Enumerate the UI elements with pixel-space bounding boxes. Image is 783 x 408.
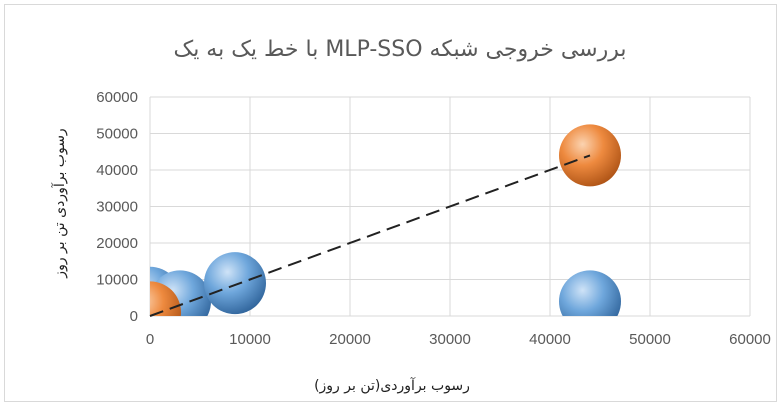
y-tick-label: 20000 — [96, 235, 138, 252]
x-tick-label: 50000 — [629, 331, 671, 348]
y-axis-ticks: 0 10000 20000 30000 40000 50000 60000 — [96, 89, 138, 325]
trendline-layer — [149, 154, 591, 317]
x-axis-ticks: 0 10000 20000 30000 40000 50000 60000 — [146, 331, 771, 348]
x-tick-label: 0 — [146, 331, 154, 348]
y-tick-label: 0 — [130, 308, 138, 325]
y-tick-label: 50000 — [96, 126, 138, 143]
chart-frame — [4, 4, 777, 402]
bubble-point — [204, 252, 266, 315]
x-tick-label: 10000 — [229, 331, 271, 348]
bubble-point — [559, 270, 621, 316]
y-tick-label: 10000 — [96, 272, 138, 289]
x-axis-label: رسوب برآوردی(تن بر روز) — [314, 377, 470, 394]
x-tick-label: 30000 — [429, 331, 471, 348]
x-tick-label: 60000 — [729, 331, 771, 348]
y-axis-label: رسوب برآوردی تن بر روز — [51, 128, 68, 278]
y-tick-label: 60000 — [96, 89, 138, 106]
bubbles — [150, 124, 621, 316]
chart-title: بررسی خروجی شبکه MLP-SSO با خط یک به یک — [174, 37, 627, 62]
x-tick-label: 20000 — [329, 331, 371, 348]
y-tick-label: 40000 — [96, 162, 138, 179]
x-tick-label: 40000 — [529, 331, 571, 348]
y-tick-label: 30000 — [96, 199, 138, 216]
one-to-one-trendline — [149, 154, 591, 317]
